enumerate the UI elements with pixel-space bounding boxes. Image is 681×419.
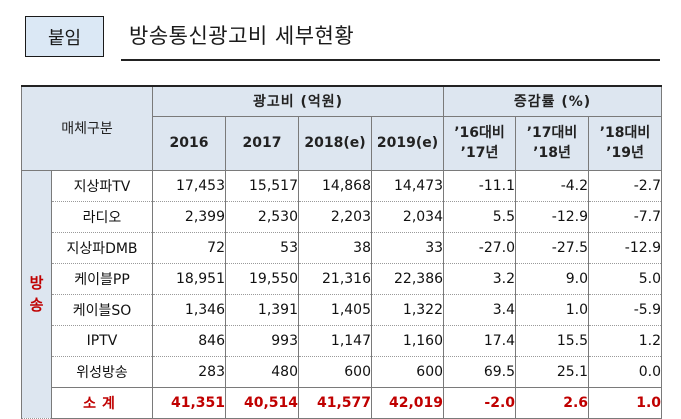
change-cell: 69.5 bbox=[443, 355, 517, 388]
table-row: 지상파DMB 72 53 38 33 -27.0 -27.5 -12.9 bbox=[22, 231, 663, 264]
adspend-cell: 993 bbox=[225, 324, 299, 357]
adspend-cell: 41,351 bbox=[152, 386, 226, 419]
adspend-cell: 283 bbox=[152, 355, 226, 388]
total-row: 소계 41,351 40,514 41,577 42,019 -2.0 2.6 1.0 bbox=[22, 386, 663, 419]
medium-cell: 지상파TV bbox=[51, 169, 153, 202]
adspend-cell: 1,160 bbox=[370, 324, 445, 357]
medium-header: 매체구분 bbox=[21, 85, 153, 171]
adspend-cell: 18,951 bbox=[152, 262, 226, 295]
medium-cell: 소계 bbox=[51, 386, 153, 419]
adspend-cell: 41,577 bbox=[298, 386, 372, 419]
page-title: 방송통신광고비 세부현황 bbox=[129, 24, 355, 48]
adspend-cell: 15,517 bbox=[225, 169, 299, 202]
adspend-cell: 22,386 bbox=[370, 262, 445, 295]
table-row: 케이블SO 1,346 1,391 1,405 1,322 3.4 1.0 -5.9 bbox=[22, 293, 663, 326]
adspend-cell: 600 bbox=[370, 355, 445, 388]
table-row: 케이블PP 18,951 19,550 21,316 22,386 3.2 9.0 5.0 bbox=[22, 262, 663, 295]
change-cell: -4.2 bbox=[515, 169, 590, 202]
change-cell: -5.9 bbox=[588, 293, 663, 326]
change-cell: -27.0 bbox=[443, 231, 517, 264]
change-period-header: ’17대비 ’18년 bbox=[515, 115, 590, 171]
adspend-cell: 1,147 bbox=[298, 324, 372, 357]
adspend-cell: 1,391 bbox=[225, 293, 299, 326]
table-row: 라디오 2,399 2,530 2,203 2,034 5.5 -12.9 -7.7 bbox=[22, 200, 663, 233]
change-cell: -12.9 bbox=[588, 231, 663, 264]
change-cell: 2.6 bbox=[515, 386, 590, 419]
medium-cell: 지상파DMB bbox=[51, 231, 153, 264]
adspend-cell: 17,453 bbox=[152, 169, 226, 202]
adspend-cell: 2,203 bbox=[298, 200, 372, 233]
change-period-header: ’18대비 ’19년 bbox=[588, 115, 663, 171]
year-header: 2016 bbox=[152, 115, 226, 171]
adspend-cell: 42,019 bbox=[370, 386, 445, 419]
year-header: 2019(e) bbox=[370, 115, 445, 171]
change-cell: 9.0 bbox=[515, 262, 590, 295]
change-period-line1: ’18대비 bbox=[599, 125, 651, 141]
adspend-cell: 480 bbox=[225, 355, 299, 388]
adspend-cell: 14,868 bbox=[298, 169, 372, 202]
medium-cell: 라디오 bbox=[51, 200, 153, 233]
change-period-line2: ’19년 bbox=[606, 145, 644, 161]
change-cell: -2.7 bbox=[588, 169, 663, 202]
change-cell: -12.9 bbox=[515, 200, 590, 233]
change-cell: 17.4 bbox=[443, 324, 517, 357]
table-row: 위성방송 283 480 600 600 69.5 25.1 0.0 bbox=[22, 355, 663, 388]
medium-cell: 케이블SO bbox=[51, 293, 153, 326]
title-underline bbox=[121, 59, 660, 61]
change-header: 증감률 (%) bbox=[443, 85, 663, 117]
change-cell: 1.2 bbox=[588, 324, 663, 357]
adspend-cell: 33 bbox=[370, 231, 445, 264]
change-period-line1: ’17대비 bbox=[526, 125, 578, 141]
change-cell: 25.1 bbox=[515, 355, 590, 388]
change-cell: -11.1 bbox=[443, 169, 517, 202]
table-row: IPTV 846 993 1,147 1,160 17.4 15.5 1.2 bbox=[22, 324, 663, 357]
adspend-cell: 53 bbox=[225, 231, 299, 264]
adspend-cell: 38 bbox=[298, 231, 372, 264]
adspend-cell: 1,322 bbox=[370, 293, 445, 326]
adspend-header: 광고비 (억원) bbox=[151, 85, 445, 117]
adspend-cell: 72 bbox=[152, 231, 226, 264]
change-period-header: ’16대비 ’17년 bbox=[443, 115, 517, 171]
change-period-line2: ’18년 bbox=[533, 145, 571, 161]
change-cell: 1.0 bbox=[588, 386, 663, 419]
header: 붙임 방송통신광고비 세부현황 bbox=[0, 0, 681, 70]
year-header: 2018(e) bbox=[298, 115, 372, 171]
adspend-cell: 846 bbox=[152, 324, 226, 357]
change-cell: 5.0 bbox=[588, 262, 663, 295]
change-cell: 0.0 bbox=[588, 355, 663, 388]
medium-cell: 케이블PP bbox=[51, 262, 153, 295]
adspend-cell: 21,316 bbox=[298, 262, 372, 295]
year-header: 2017 bbox=[225, 115, 299, 171]
adspend-cell: 40,514 bbox=[225, 386, 299, 419]
adspend-cell: 14,473 bbox=[370, 169, 445, 202]
adspend-cell: 19,550 bbox=[225, 262, 299, 295]
adspend-cell: 1,405 bbox=[298, 293, 372, 326]
change-cell: 3.2 bbox=[443, 262, 517, 295]
change-period-line1: ’16대비 bbox=[454, 125, 505, 141]
table-body: 방 송 지상파TV 17,453 15,517 14,868 14,473 -11.1 -4.… bbox=[21, 169, 663, 419]
change-period-line2: ’17년 bbox=[460, 145, 499, 161]
change-cell: 3.4 bbox=[443, 293, 517, 326]
side-label-broadcast: 방 송 bbox=[21, 169, 52, 419]
change-cell: 1.0 bbox=[515, 293, 590, 326]
adspend-cell: 1,346 bbox=[152, 293, 226, 326]
medium-cell: IPTV bbox=[51, 324, 153, 357]
adspend-cell: 2,399 bbox=[152, 200, 226, 233]
adspend-cell: 2,034 bbox=[370, 200, 445, 233]
table-row: 방 송 지상파TV 17,453 15,517 14,868 14,473 -11.1 -4.… bbox=[21, 169, 663, 419]
medium-cell: 위성방송 bbox=[51, 355, 153, 388]
attachment-badge: 붙임 bbox=[25, 16, 104, 57]
change-cell: 15.5 bbox=[515, 324, 590, 357]
change-cell: -7.7 bbox=[588, 200, 663, 233]
adspend-cell: 600 bbox=[298, 355, 372, 388]
change-cell: -2.0 bbox=[443, 386, 517, 419]
adspend-table: 매체구분 광고비 (억원) 증감률 (%) 2016 2017 2018(e) … bbox=[21, 85, 663, 419]
change-cell: -27.5 bbox=[515, 231, 590, 264]
change-cell: 5.5 bbox=[443, 200, 517, 233]
adspend-cell: 2,530 bbox=[225, 200, 299, 233]
